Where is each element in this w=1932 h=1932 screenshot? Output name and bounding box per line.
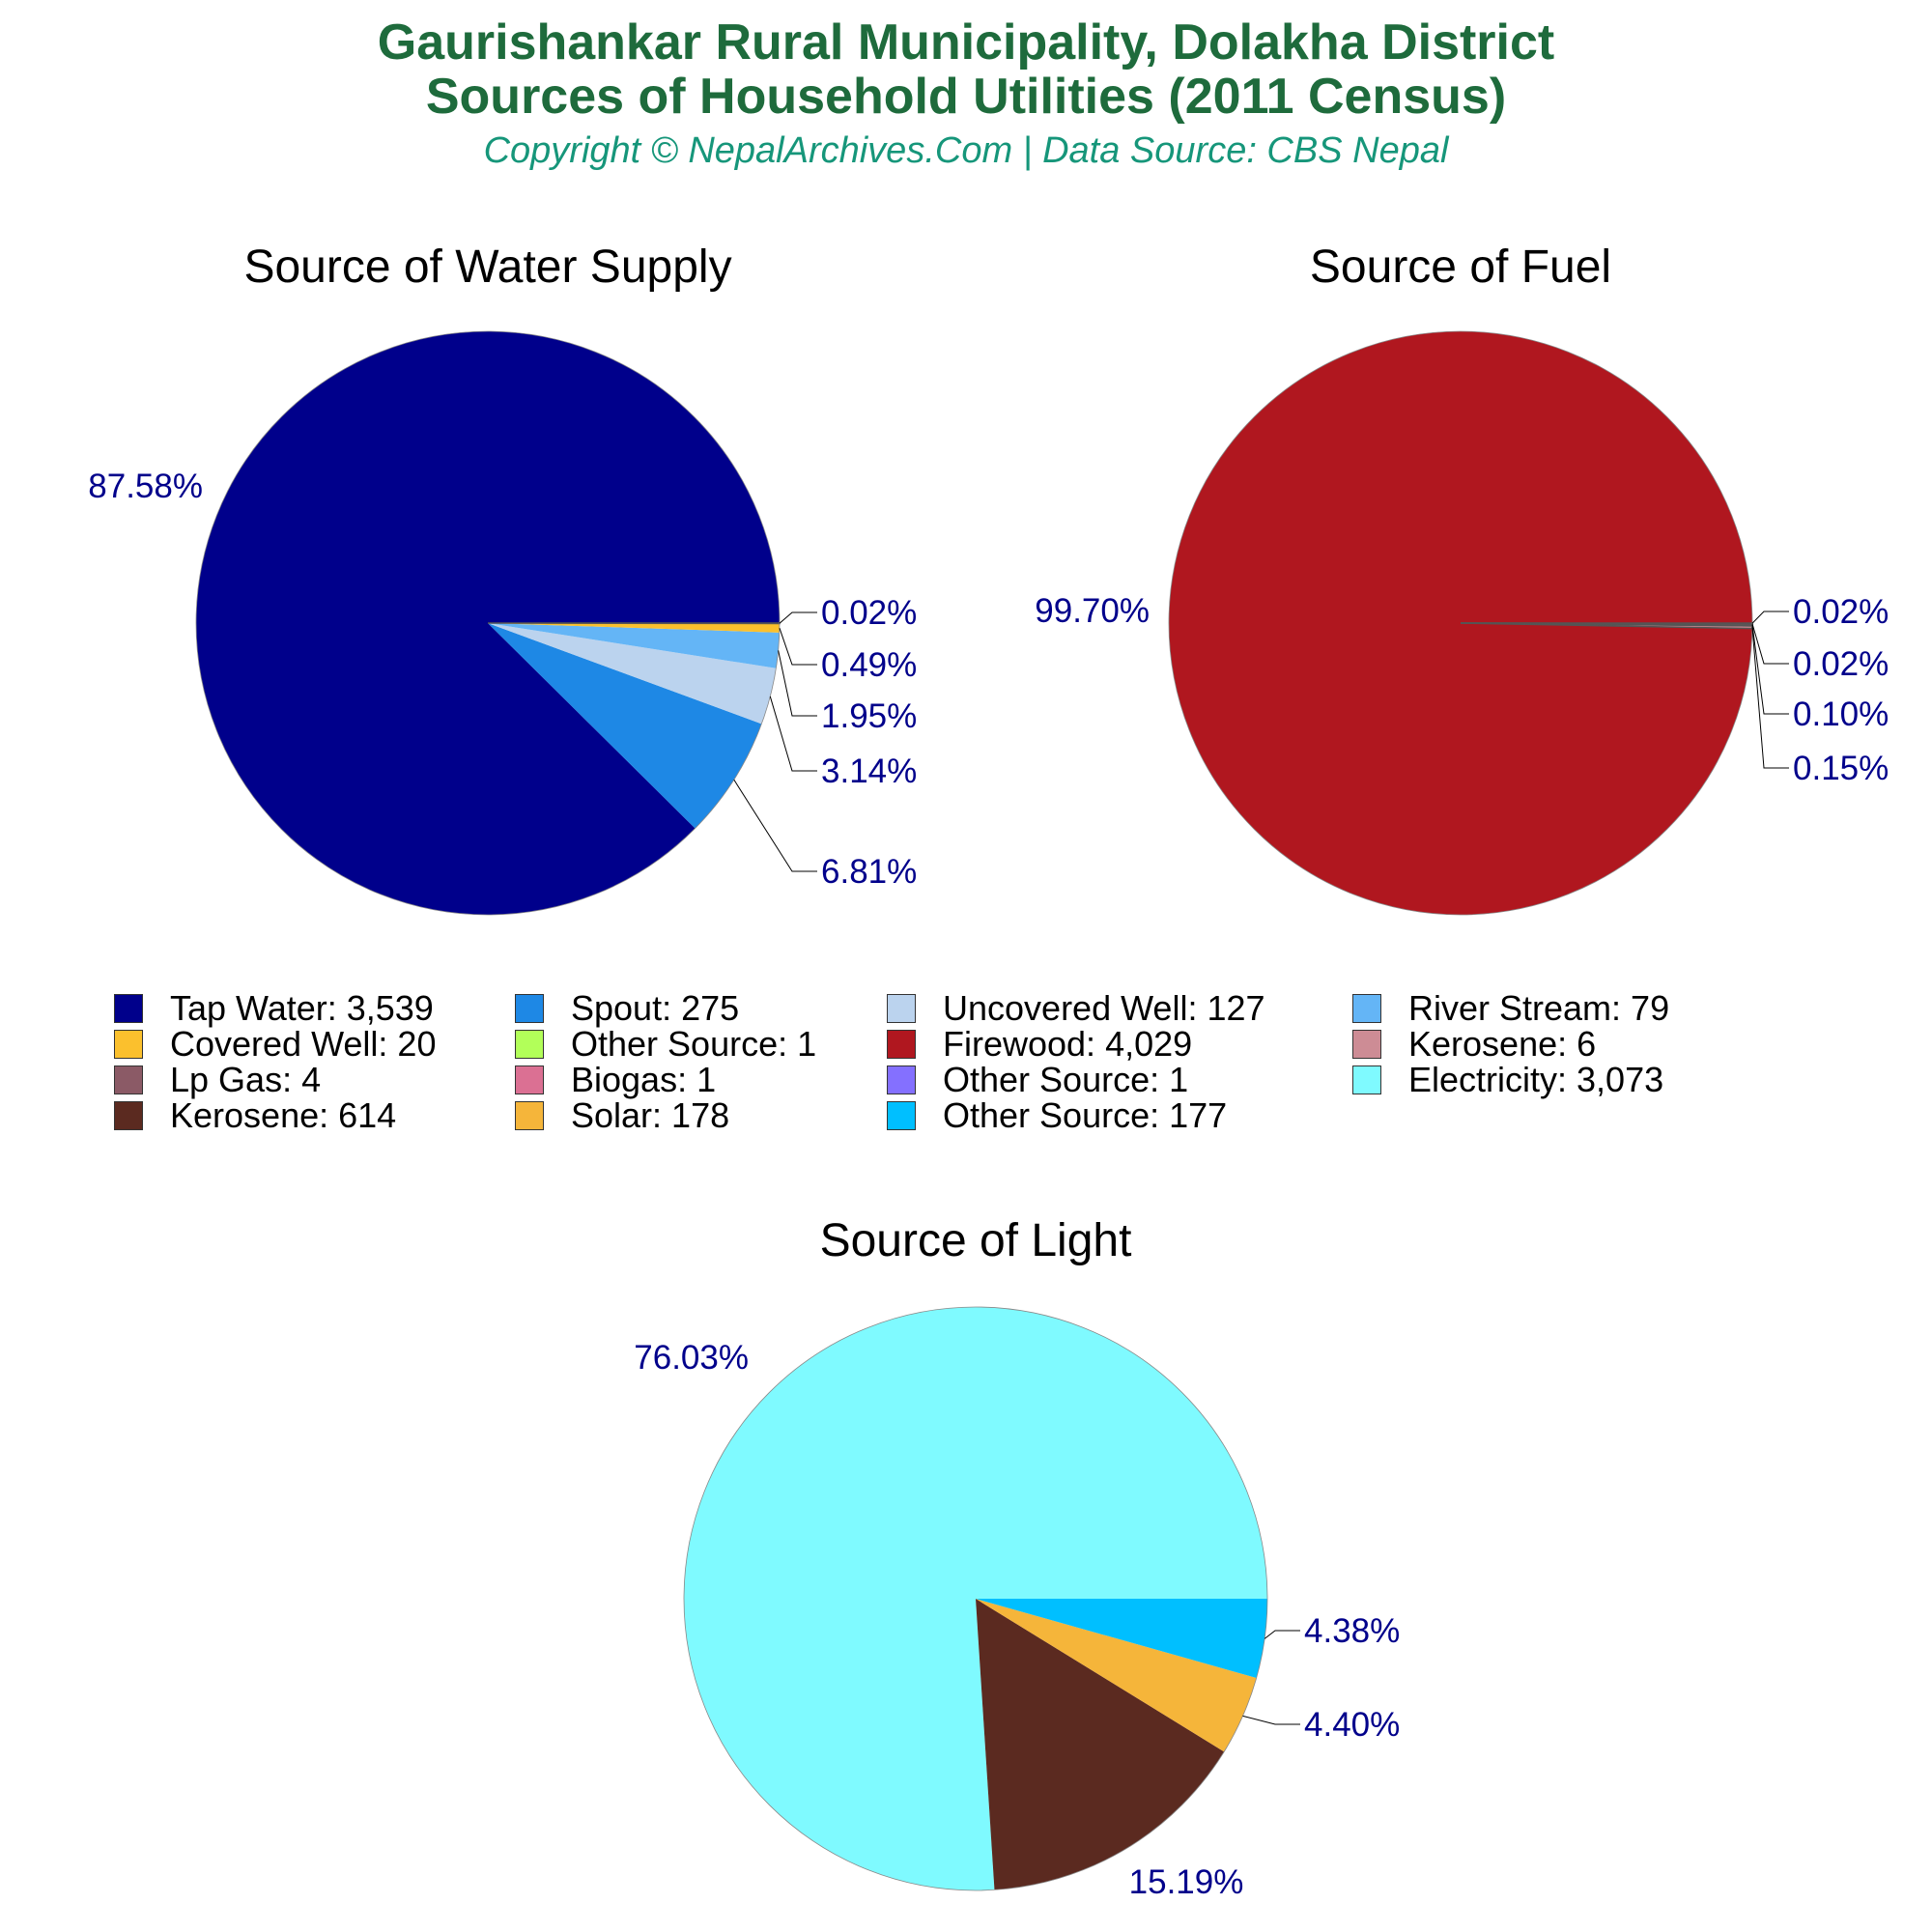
pie-chart-title: Source of Light (820, 1215, 1132, 1266)
legend-swatch (114, 1065, 143, 1094)
slice-percent-label: 0.02% (821, 594, 917, 632)
legend-item: Solar: 178 (515, 1095, 730, 1135)
leader-line (1751, 611, 1789, 624)
legend-label: Kerosene: 6 (1408, 1024, 1597, 1064)
legend-swatch (887, 1101, 916, 1130)
leader-line (1264, 1630, 1300, 1639)
leader-line (1751, 624, 1789, 715)
legend-item: Other Source: 1 (887, 1060, 1189, 1099)
legend-label: Spout: 275 (571, 988, 740, 1028)
legend-item: Other Source: 177 (887, 1095, 1228, 1135)
legend-item: Other Source: 1 (515, 1024, 817, 1064)
legend-label: Kerosene: 614 (170, 1095, 397, 1135)
pie-chart-title: Source of Fuel (1310, 242, 1611, 293)
legend-item: Tap Water: 3,539 (114, 988, 434, 1028)
legend-label: River Stream: 79 (1408, 988, 1670, 1028)
slice-percent-label: 4.40% (1304, 1706, 1400, 1744)
leader-line (1751, 623, 1789, 665)
legend-item: Kerosene: 6 (1352, 1024, 1597, 1064)
slice-percent-label: 0.15% (1793, 750, 1889, 787)
legend-label: Uncovered Well: 127 (943, 988, 1265, 1028)
pie-slice (488, 623, 777, 724)
legend-item: Kerosene: 614 (114, 1095, 397, 1135)
pie-slice (976, 1599, 1257, 1752)
legend-label: Biogas: 1 (571, 1060, 717, 1099)
legend-label: Other Source: 177 (943, 1095, 1228, 1135)
legend-swatch (114, 994, 143, 1023)
slice-percent-label: 0.02% (1793, 593, 1889, 631)
legend-item: Uncovered Well: 127 (887, 988, 1265, 1028)
legend-swatch (1352, 1030, 1381, 1059)
legend-swatch (515, 1101, 544, 1130)
legend-label: Other Source: 1 (943, 1060, 1189, 1099)
leader-line (1751, 627, 1789, 769)
legend-swatch (1352, 994, 1381, 1023)
leader-line (779, 628, 817, 666)
legend-label: Electricity: 3,073 (1408, 1060, 1664, 1099)
legend-swatch (515, 994, 544, 1023)
legend-swatch (114, 1101, 143, 1130)
pie-slice (976, 1599, 1267, 1679)
pie-chart-1: Source of Water Supply 87.58% 6.81% 3.14% 1.… (88, 242, 917, 916)
legend-label: Covered Well: 20 (170, 1024, 437, 1064)
pie-chart-3: Source of Light 76.03% 15.19% 4.40% 4.38% (634, 1215, 1400, 1901)
slice-percent-label: 6.81% (821, 853, 917, 891)
legend-swatch (887, 994, 916, 1023)
slice-percent-label: 1.95% (821, 697, 917, 735)
legend-item: Covered Well: 20 (114, 1024, 437, 1064)
pie-slice (488, 623, 780, 633)
legend-swatch (887, 1065, 916, 1094)
slice-percent-label: 87.58% (88, 468, 203, 505)
legend-item: Spout: 275 (515, 988, 740, 1028)
legend-item: Firewood: 4,029 (887, 1024, 1193, 1064)
legend-swatch (887, 1030, 916, 1059)
leader-line (1242, 1715, 1300, 1725)
slice-percent-label: 0.49% (821, 646, 917, 684)
slice-percent-label: 15.19% (1129, 1863, 1244, 1901)
legend-label: Firewood: 4,029 (943, 1024, 1193, 1064)
leader-line (778, 650, 817, 717)
pie-slice (488, 623, 762, 829)
leader-line (733, 779, 817, 872)
pie-chart-title: Source of Water Supply (243, 242, 731, 293)
legend-item: Biogas: 1 (515, 1060, 717, 1099)
chart-title-line-2: Sources of Household Utilities (2011 Cen… (425, 69, 1507, 125)
chart-subtitle: Copyright © NepalArchives.Com | Data Sou… (483, 130, 1449, 171)
legend-item: Lp Gas: 4 (114, 1060, 322, 1099)
slice-percent-label: 0.02% (1793, 645, 1889, 683)
pie-chart-2: Source of Fuel 99.70% 0.15% 0.10% 0.02% 0.02% (1035, 242, 1889, 916)
pie-outline (683, 1306, 1268, 1891)
slice-percent-label: 0.10% (1793, 696, 1889, 733)
pie-slice (976, 1599, 1225, 1890)
legend-item: River Stream: 79 (1352, 988, 1670, 1028)
legend-label: Tap Water: 3,539 (170, 988, 434, 1028)
legend-label: Solar: 178 (571, 1095, 730, 1135)
slice-percent-label: 99.70% (1035, 592, 1150, 630)
slice-percent-label: 3.14% (821, 753, 917, 790)
pie-slice (488, 623, 780, 668)
legend-swatch (515, 1065, 544, 1094)
legend-swatch (114, 1030, 143, 1059)
legend-label: Other Source: 1 (571, 1024, 817, 1064)
chart-title-line-1: Gaurishankar Rural Municipality, Dolakha… (377, 14, 1555, 71)
slice-percent-label: 4.38% (1304, 1612, 1400, 1650)
leader-line (779, 611, 817, 624)
slice-percent-label: 76.03% (634, 1339, 749, 1377)
legend-swatch (1352, 1065, 1381, 1094)
leader-line (769, 696, 817, 772)
legend-label: Lp Gas: 4 (170, 1060, 322, 1099)
legend-swatch (515, 1030, 544, 1059)
legend-item: Electricity: 3,073 (1352, 1060, 1664, 1099)
